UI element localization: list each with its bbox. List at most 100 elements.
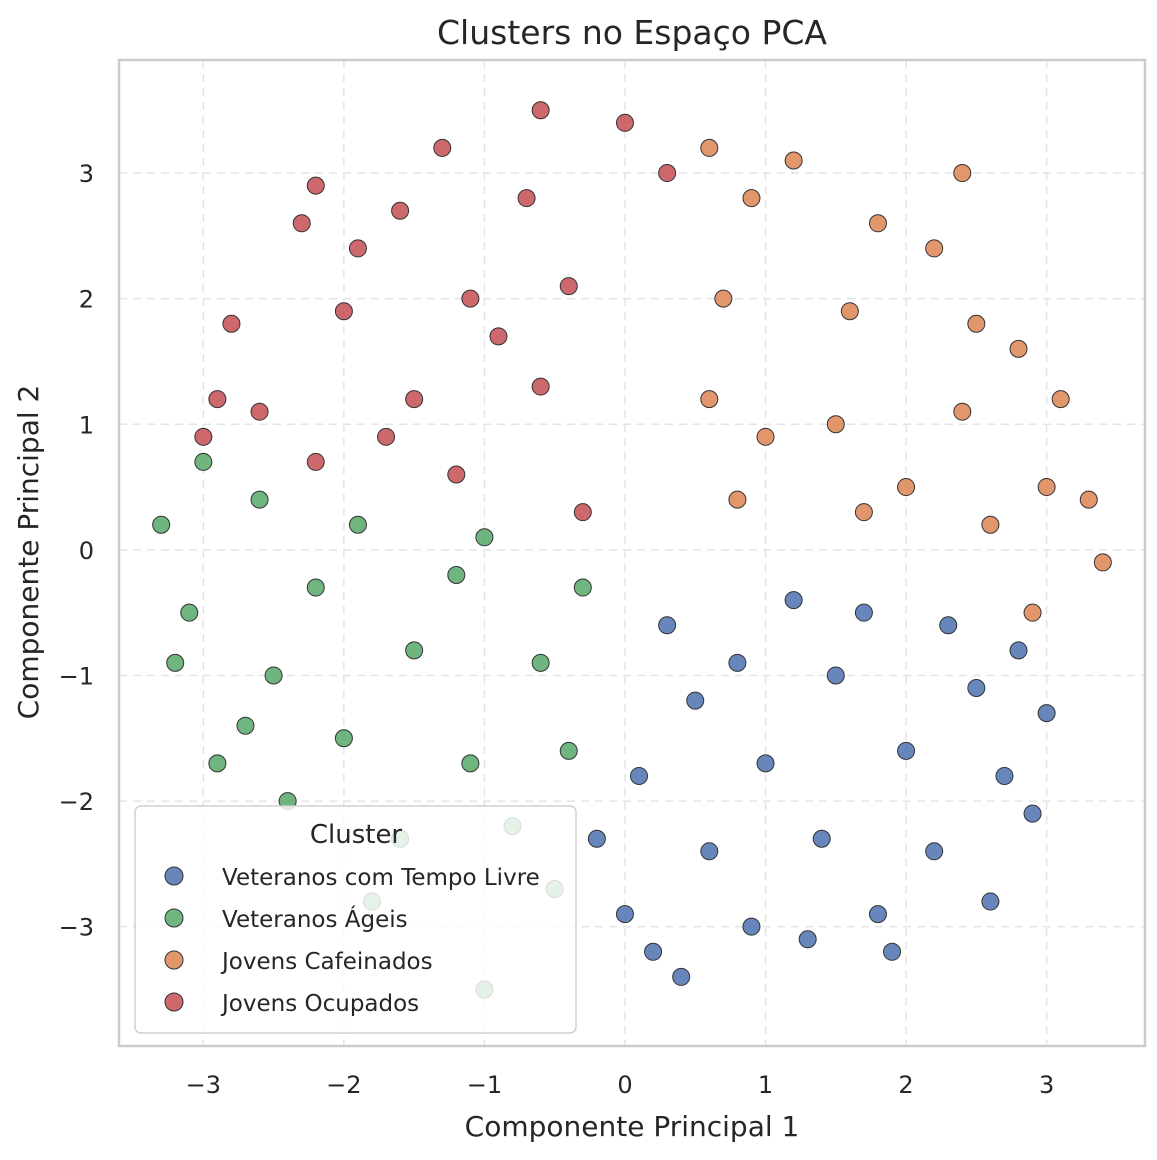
plot-frame [117,58,1147,1048]
scatter-point [306,578,325,597]
scatter-point [573,503,592,522]
chart-title: Clusters no Espaço PCA [437,13,827,52]
y-tick-label: −3 [59,914,94,942]
scatter-point [348,239,367,258]
legend: Cluster Veteranos com Tempo LivreVeteran… [134,805,577,1034]
x-axis-label: Componente Principal 1 [465,1110,800,1143]
scatter-point [1009,339,1028,358]
scatter-point [517,189,536,208]
scatter-point [292,214,311,233]
y-tick-label: 0 [79,537,94,565]
legend-items: Veteranos com Tempo Livre Veteranos Ágeis… [164,865,540,1017]
scatter-point [756,754,775,773]
y-tick-label: 1 [79,411,94,439]
legend-marker [164,992,184,1012]
scatter-point [826,415,845,434]
scatter-point [630,766,649,785]
scatter-point [194,427,213,446]
scatter-point [854,503,873,522]
scatter-point [868,905,887,924]
scatter-point [897,741,916,760]
scatter-point [447,565,466,584]
scatter-point [925,842,944,861]
y-tick-label: 3 [79,160,94,188]
y-axis-label: Componente Principal 2 [12,385,45,720]
scatter-point [587,829,606,848]
legend-label: Jovens Ocupados [220,991,419,1017]
legend-marker [164,908,184,928]
scatter-point [728,653,747,672]
scatter-point [826,666,845,685]
scatter-point [531,101,550,120]
scatter-point [981,892,1000,911]
scatter-point [222,314,241,333]
scatter-point [700,390,719,409]
scatter-point [1079,490,1098,509]
scatter-point [854,603,873,622]
scatter-point [700,842,719,861]
scatter-point [264,666,283,685]
legend-label: Jovens Cafeinados [220,949,433,975]
scatter-point [686,691,705,710]
scatter-point [573,578,592,597]
y-tick-label: 2 [79,286,94,314]
scatter-point [250,490,269,509]
scatter-point [531,377,550,396]
scatter-point [925,239,944,258]
scatter-point [798,930,817,949]
scatter-point [658,616,677,635]
scatter-point [208,754,227,773]
scatter-point [306,176,325,195]
scatter-point [559,277,578,296]
scatter-point [208,390,227,409]
x-tick-label: −1 [467,1071,502,1099]
scatter-point [461,289,480,308]
scatter-point [995,766,1014,785]
scatter-point [714,289,733,308]
scatter-point [700,138,719,157]
legend-label: Veteranos Ágeis [222,905,408,933]
y-tick-label: −2 [59,788,94,816]
scatter-point [152,515,171,534]
y-tick-label: −1 [59,662,94,690]
scatter-point [658,164,677,183]
scatter-point [334,302,353,321]
scatter-point [756,427,775,446]
scatter-point [250,402,269,421]
scatter-point [644,942,663,961]
scatter-point [1037,704,1056,723]
scatter-point [967,679,986,698]
x-tick-label: 0 [617,1071,632,1099]
legend-marker [164,866,184,886]
scatter-point [1037,478,1056,497]
scatter-point [784,591,803,610]
scatter-point [405,390,424,409]
scatter-point [405,641,424,660]
x-tick-label: 1 [758,1071,773,1099]
scatter-point [728,490,747,509]
scatter-point [615,113,634,132]
scatter-point [840,302,859,321]
scatter-point [559,741,578,760]
scatter-point [348,515,367,534]
scatter-point [475,528,494,547]
scatter-point [953,164,972,183]
scatter-point [306,452,325,471]
scatter-point [897,478,916,497]
scatter-point [742,189,761,208]
x-tick-label: −2 [326,1071,361,1099]
scatter-point [784,151,803,170]
scatter-point [447,465,466,484]
scatter-point [953,402,972,421]
scatter-point [489,327,508,346]
scatter-point [1023,603,1042,622]
scatter-point [742,917,761,936]
scatter-point [531,653,550,672]
scatter-point [334,729,353,748]
legend-marker [164,950,184,970]
scatter-point [180,603,199,622]
scatter-point [391,201,410,220]
scatter-point [236,716,255,735]
scatter-point [1009,641,1028,660]
